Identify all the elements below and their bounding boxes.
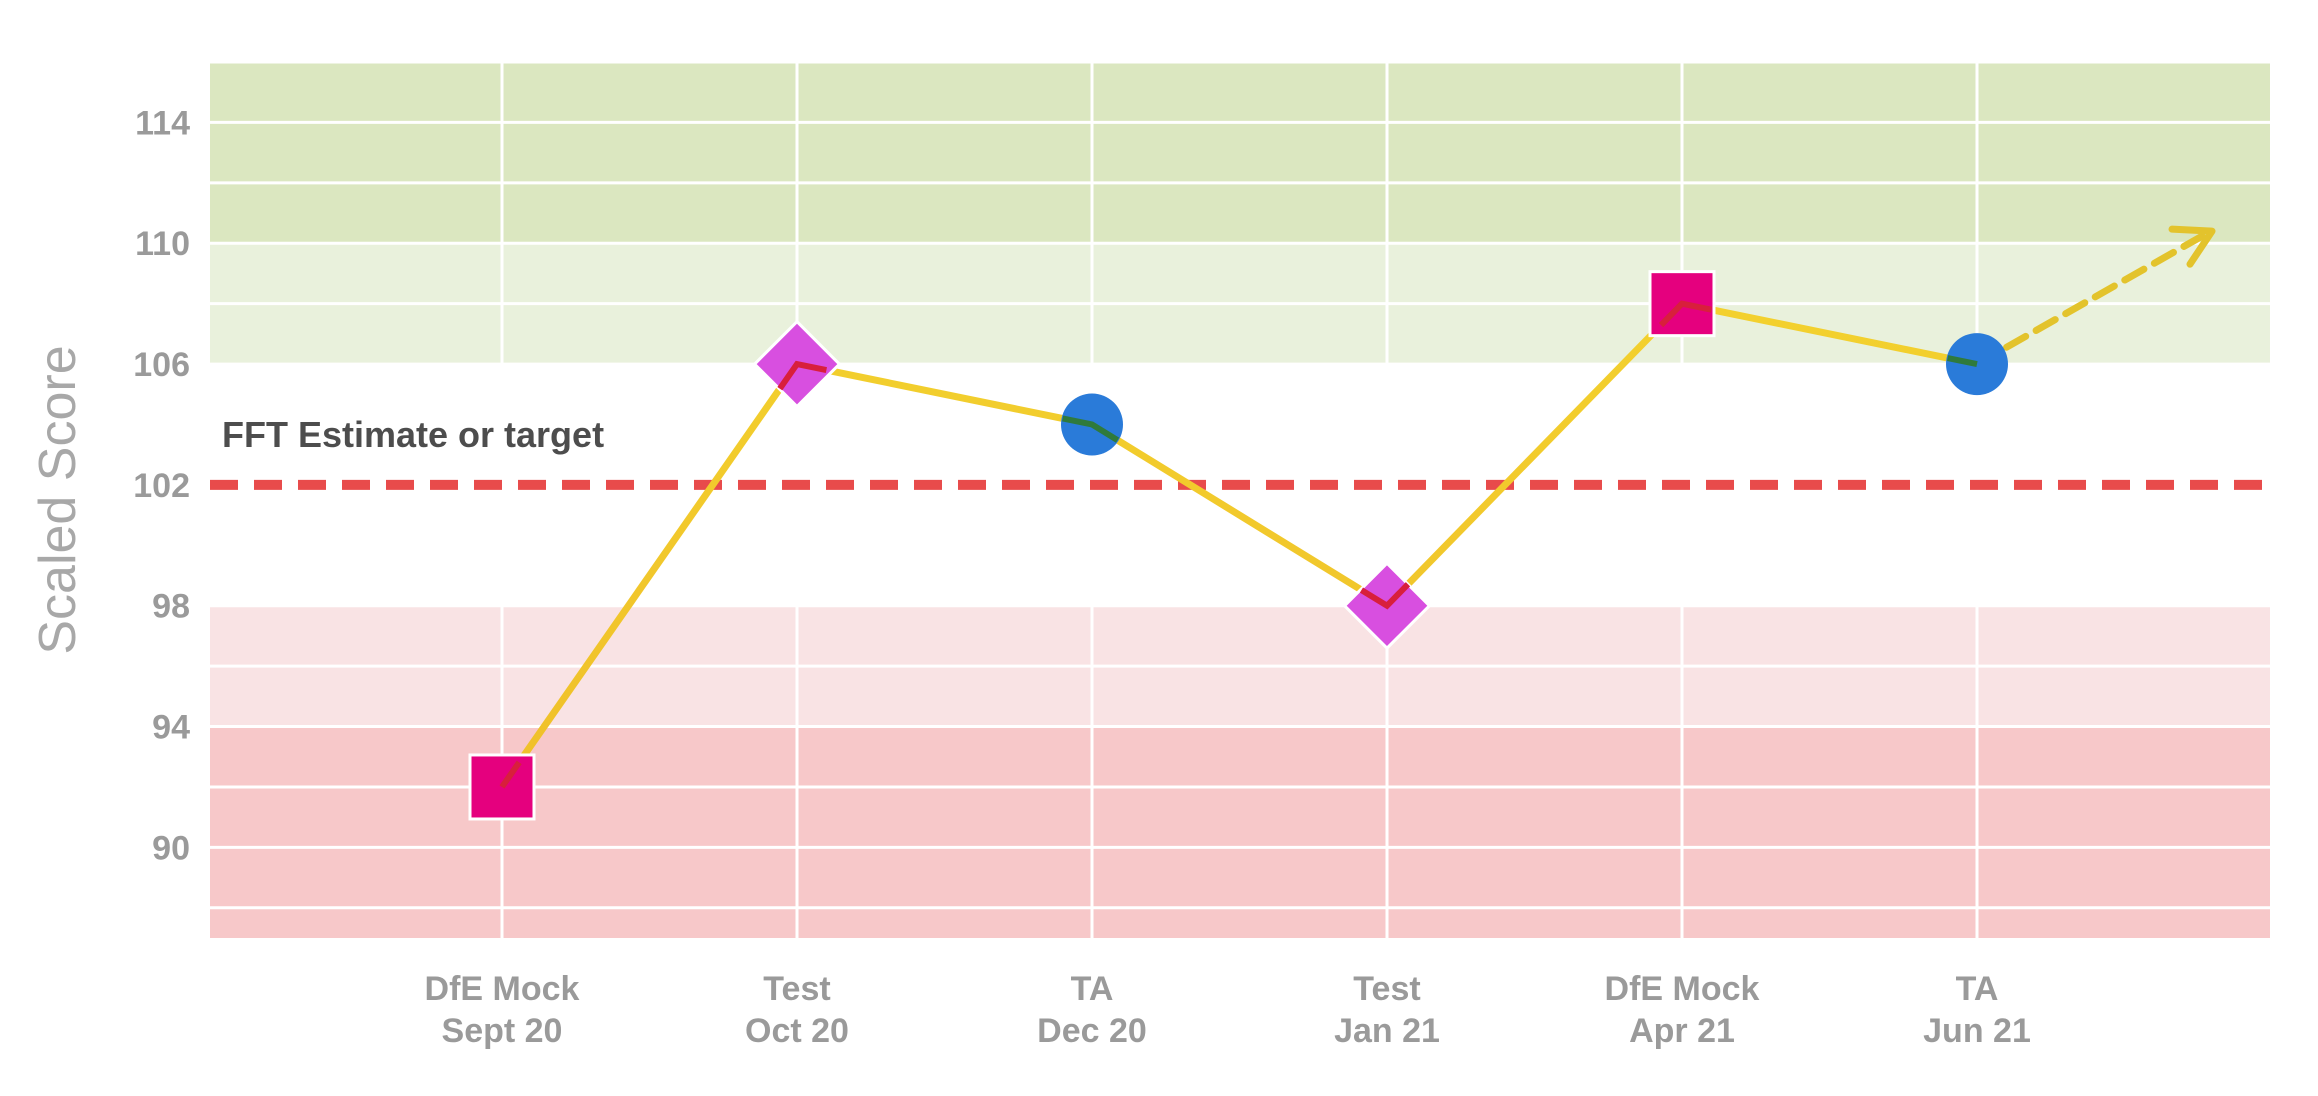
y-axis-label: Scaled Score [29, 345, 87, 654]
marker-line-overlay-2 [1062, 415, 1120, 443]
marker-line-overlay-0 [499, 760, 522, 789]
x-tick-line2-0: Sept 20 [442, 1012, 563, 1050]
x-tick-line2-5: Jun 21 [1923, 1012, 2031, 1050]
y-tick-94: 94 [152, 709, 190, 747]
y-tick-114: 114 [135, 104, 190, 142]
y-tick-90: 90 [152, 829, 190, 867]
x-tick-line2-3: Jan 21 [1334, 1012, 1440, 1050]
x-tick-line2-1: Oct 20 [745, 1012, 849, 1050]
y-tick-98: 98 [152, 588, 190, 626]
x-tick-line1-1: Test [763, 970, 830, 1008]
band-0 [210, 62, 2270, 244]
x-tick-line1-0: DfE Mock [425, 970, 580, 1008]
series-line [499, 299, 1978, 789]
x-axis: DfE Mock Sept 20 Test Oct 20 TA Dec 20 Test Jan… [425, 970, 2031, 1050]
marker-group [468, 270, 2008, 821]
y-tick-110: 110 [135, 225, 190, 263]
y-tick-106: 106 [133, 346, 190, 384]
series-line-group [499, 225, 2216, 789]
projection-line [1973, 232, 2206, 368]
marker-line-overlay-3 [1359, 582, 1411, 610]
marker-line-overlay-5 [1947, 355, 1978, 368]
projection-arrowhead [2168, 225, 2216, 268]
marker-line-overlay-1 [777, 360, 827, 391]
x-tick-line1-2: TA [1071, 970, 1114, 1008]
reference-line-label: FFT Estimate or target [222, 414, 604, 455]
band-4 [210, 726, 2270, 938]
x-tick-line1-3: Test [1353, 970, 1420, 1008]
x-tick-line1-5: TA [1956, 970, 1999, 1008]
x-tick-line2-2: Dec 20 [1037, 1012, 1147, 1050]
x-tick-line2-4: Apr 21 [1629, 1012, 1735, 1050]
marker-line-overlay-4 [1658, 300, 1712, 328]
x-tick-line1-4: DfE Mock [1605, 970, 1760, 1008]
y-axis: 90 94 98 102 106 110 114 [133, 104, 190, 867]
reference-line-group: FFT Estimate or target [210, 414, 2270, 490]
y-tick-102: 102 [133, 467, 190, 505]
